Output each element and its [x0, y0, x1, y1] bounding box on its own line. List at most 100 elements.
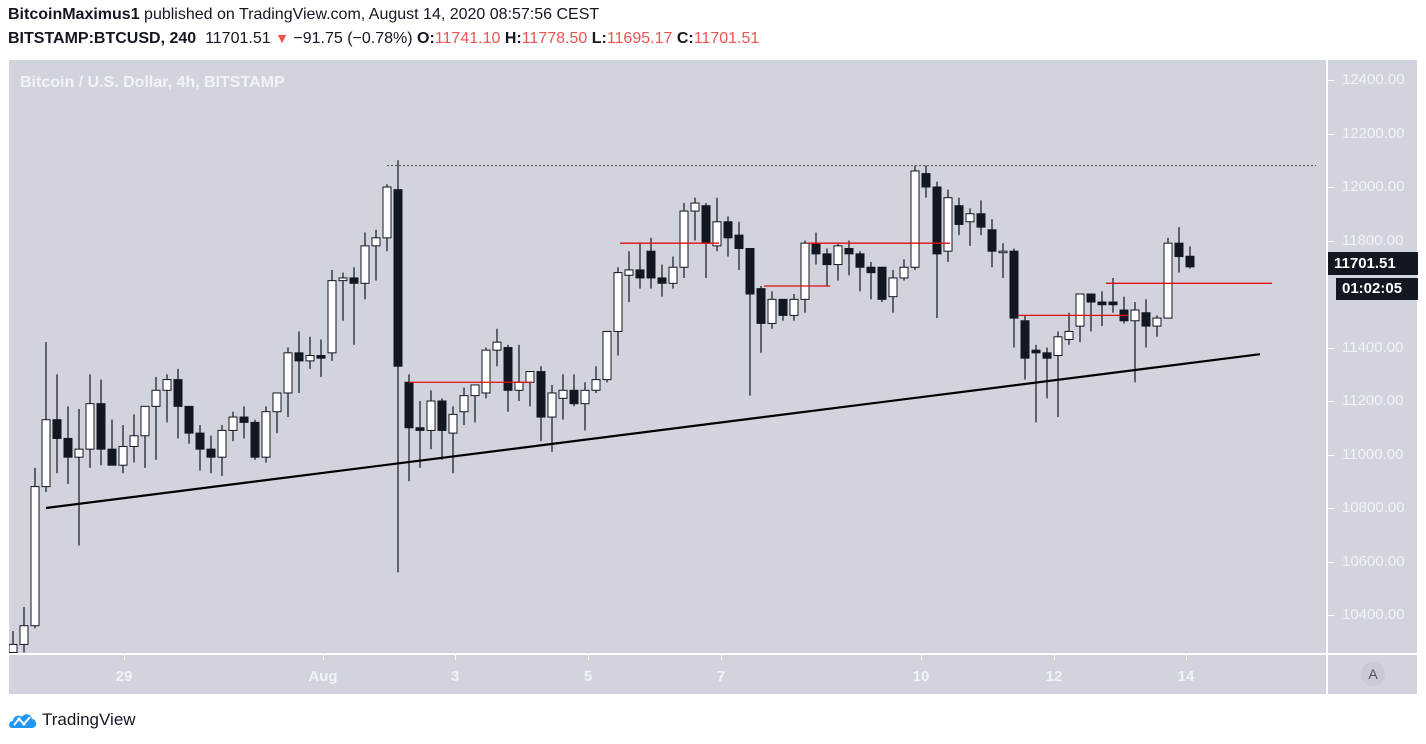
price-change: −91.75 (−0.78%)	[293, 30, 413, 47]
last-price-marker: 11701.51	[1328, 252, 1418, 275]
candle-up	[800, 242, 810, 300]
support-trendline[interactable]	[45, 353, 1261, 510]
candle-up	[1075, 293, 1085, 327]
candle-down	[294, 352, 304, 362]
footer-brand[interactable]: TradingView	[8, 708, 136, 732]
candle-down	[63, 437, 73, 458]
candle-down	[96, 403, 106, 450]
candle-down	[866, 266, 876, 274]
publish-info: BitcoinMaximus1 published on TradingView…	[8, 6, 599, 24]
price-axis-label: 11800.00	[1342, 231, 1404, 249]
time-tick	[921, 655, 922, 660]
candle-down	[536, 371, 546, 418]
candle-up	[492, 341, 502, 351]
candle-up	[371, 237, 381, 247]
candle-up	[382, 186, 392, 239]
time-axis-label: 5	[583, 668, 593, 685]
time-tick	[455, 655, 456, 660]
price-axis-separator	[1326, 60, 1328, 694]
candlestick-plot[interactable]	[9, 60, 1326, 653]
candle-down	[195, 432, 205, 450]
auto-scale-button[interactable]: A	[1361, 662, 1385, 686]
candle-up	[833, 245, 843, 266]
price-tick	[1328, 508, 1334, 509]
candle-up	[690, 202, 700, 212]
candle-up	[668, 266, 678, 284]
candle-down	[756, 288, 766, 324]
candle-down	[415, 427, 425, 431]
candle-down	[1009, 250, 1019, 319]
candle-up	[789, 298, 799, 316]
candle-up	[580, 389, 590, 405]
candle-down	[52, 419, 62, 439]
candle-down	[734, 234, 744, 250]
candle-down	[778, 298, 788, 316]
candle-up	[481, 349, 491, 394]
price-tick	[1328, 401, 1334, 402]
candle-up	[998, 250, 1008, 254]
candle-up	[162, 379, 172, 391]
tradingview-cloud-icon	[9, 714, 37, 728]
candle-up	[41, 419, 51, 488]
candle-down	[503, 347, 513, 391]
candle-down	[1185, 255, 1195, 268]
price-tick	[1328, 80, 1334, 81]
candle-up	[591, 379, 601, 391]
candle-up	[613, 272, 623, 332]
candle-down	[921, 173, 931, 188]
time-tick	[124, 655, 125, 660]
price-axis-label: 11000.00	[1342, 445, 1404, 463]
time-tick	[323, 655, 324, 660]
close-label: C:	[676, 30, 694, 47]
candle-down	[206, 448, 216, 458]
time-axis-label: 10	[912, 668, 930, 685]
candle-down	[932, 186, 942, 255]
candle-up	[1152, 317, 1162, 327]
candle-up	[899, 266, 909, 279]
price-axis-label: 10800.00	[1342, 499, 1405, 516]
candle-down	[657, 277, 667, 284]
time-axis-label: Aug	[308, 668, 338, 685]
candle-up	[9, 643, 18, 653]
candle-up	[767, 298, 777, 324]
candle-up	[514, 381, 524, 391]
chart-area[interactable]: Bitcoin / U.S. Dollar, 4h, BITSTAMP 1240…	[9, 60, 1418, 694]
candle-up	[140, 405, 150, 437]
candle-down	[316, 355, 326, 359]
candle-up	[1053, 336, 1063, 357]
candle-up	[338, 277, 348, 282]
price-axis-label: 12000.00	[1342, 178, 1405, 195]
candle-down	[349, 277, 359, 284]
candle-up	[547, 392, 557, 418]
candle-up	[910, 170, 920, 268]
candle-down	[239, 416, 249, 423]
price-axis-label: 11400.00	[1342, 338, 1404, 356]
candle-up	[1130, 309, 1140, 322]
time-axis-separator	[9, 653, 1417, 655]
open-value: 11741.10	[434, 30, 501, 47]
candle-down	[877, 266, 887, 300]
candle-down	[976, 213, 986, 228]
price-tick	[1328, 347, 1334, 349]
low-value: 11695.17	[606, 30, 673, 47]
candle-up	[151, 389, 161, 407]
candle-up	[558, 389, 568, 399]
price-axis-label: 12400.00	[1342, 71, 1405, 88]
candle-down	[1042, 352, 1052, 359]
low-label: L:	[591, 30, 607, 47]
close-value: 11701.51	[693, 30, 760, 47]
candle-up	[943, 197, 953, 252]
candle-down	[404, 381, 414, 429]
time-axis-label: 29	[115, 668, 133, 685]
candle-down	[173, 379, 183, 407]
price-tick	[1328, 133, 1334, 135]
time-tick	[1186, 655, 1187, 660]
candle-down	[1020, 320, 1030, 359]
candle-up	[470, 384, 480, 397]
chart-legend-title: Bitcoin / U.S. Dollar, 4h, BITSTAMP	[20, 74, 285, 91]
candle-up	[283, 352, 293, 394]
candle-down	[954, 205, 964, 225]
author-name[interactable]: BitcoinMaximus1	[8, 6, 140, 23]
candle-down	[745, 248, 755, 295]
candle-down	[723, 221, 733, 239]
